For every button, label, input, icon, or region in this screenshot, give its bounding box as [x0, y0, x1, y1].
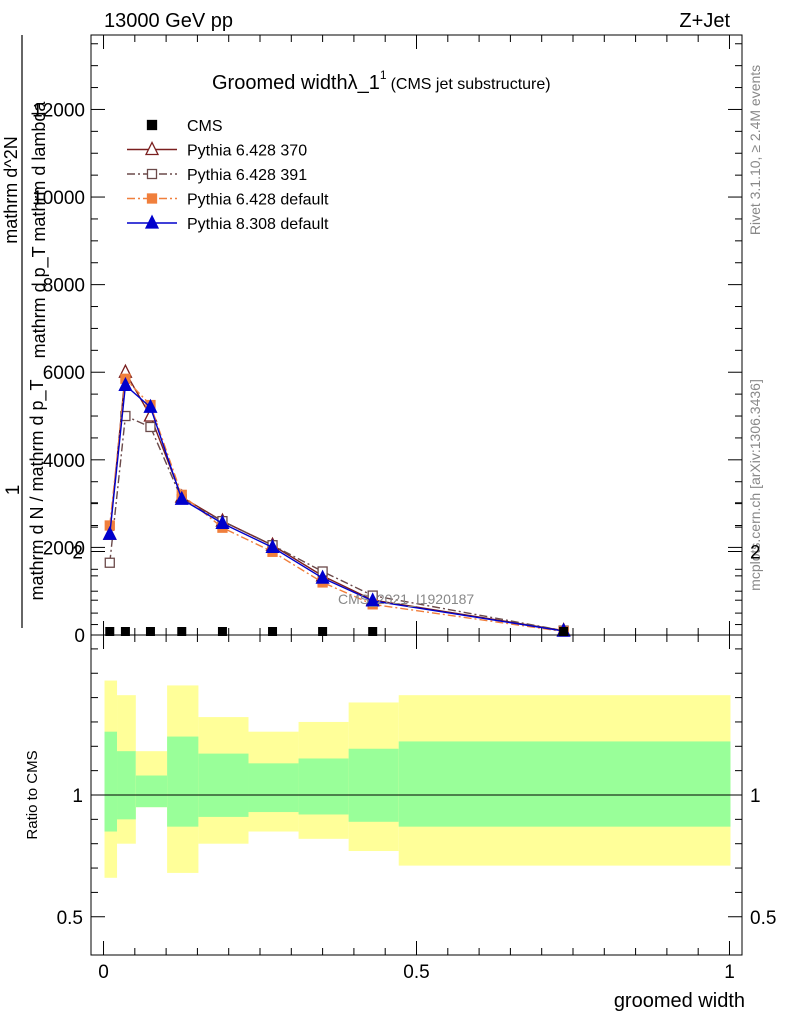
main-plot: 0 2000 4000 6000 8000 10000 12000: [32, 34, 743, 647]
rivet-label: Rivet 3.1.10, ≥ 2.4M events: [747, 65, 763, 235]
main-ylabel: 1 mathrm d N / mathrm d p_T mathrm d^2N …: [1, 35, 50, 628]
ratio-band-inner: [398, 741, 731, 827]
data-point-marker: [104, 557, 115, 568]
y-tick-label: 0: [74, 626, 85, 647]
ratio-y-tick-label: 1: [750, 786, 761, 807]
ylabel-numerator-top: mathrm d^2N: [1, 136, 21, 243]
x-tick-label: 1: [724, 962, 735, 983]
legend-label: Pythia 6.428 default: [187, 192, 329, 209]
ratio-band-inner: [167, 736, 199, 827]
x-tick-label: 0: [98, 962, 109, 983]
ratio-band-inner: [348, 748, 399, 822]
main-plot-ticks: 0 2000 4000 6000 8000 10000 12000: [32, 35, 742, 647]
x-tick-label: 0.5: [403, 962, 429, 983]
x-tick-labels: 0 0.5 1: [98, 962, 735, 983]
cms-data-point: [105, 627, 115, 636]
data-point-marker: [144, 141, 160, 156]
data-point-marker: [146, 193, 158, 204]
y-tick-label: 12000: [32, 100, 85, 121]
data-point-marker: [146, 119, 158, 131]
cms-data-point: [177, 627, 187, 636]
legend-item: Pythia 6.428 391: [127, 167, 307, 184]
data-point-marker: [315, 569, 330, 584]
legend-label: CMS: [187, 118, 223, 135]
ratio-plot-ticks: 0.5 0.5 1 1 2 2: [57, 502, 776, 955]
ratio-ylabel: Ratio to CMS: [24, 750, 41, 839]
data-point-marker: [118, 376, 133, 392]
y-tick-label: 10000: [32, 188, 85, 209]
cms-data-point: [559, 627, 569, 636]
legend-label: Pythia 6.428 370: [187, 143, 307, 160]
legend: CMS Pythia 6.428 370 Pythia 6.428 391 Pythi…: [127, 118, 329, 233]
plot-title-sup: 1: [380, 68, 387, 82]
ratio-y-tick-label: 2: [750, 543, 761, 564]
ylabel-one: 1: [3, 485, 24, 496]
ratio-y-tick-label: 0.5: [57, 908, 83, 929]
ratio-y-tick-label: 0.5: [750, 908, 776, 929]
data-point-marker: [265, 538, 280, 554]
legend-item: Pythia 8.308 default: [127, 214, 329, 233]
legend-item: Pythia 6.428 default: [127, 192, 329, 209]
data-point-marker: [144, 214, 160, 229]
data-point-marker: [143, 398, 158, 413]
y-tick-label: 8000: [43, 276, 85, 297]
plot-title-text: Groomed width: [212, 72, 348, 94]
legend-label: Pythia 8.308 default: [187, 216, 329, 233]
ratio-bands: [104, 680, 731, 878]
plot-title-lambda: λ_1: [348, 72, 380, 94]
cms-data-point: [268, 627, 278, 636]
series-line: [109, 414, 564, 632]
ratio-band-inner: [248, 763, 299, 813]
y-tick-label: 4000: [43, 451, 85, 472]
main-plot-series: [102, 363, 571, 637]
ratio-y-tick-label: 2: [72, 543, 83, 564]
ratio-band-inner: [298, 758, 349, 815]
header-left-label: 13000 GeV pp: [104, 10, 233, 32]
header-right-label: Z+Jet: [679, 10, 730, 32]
ylabel-denominator: mathrm d N / mathrm d p_T: [27, 379, 48, 600]
legend-item: Pythia 6.428 370: [127, 141, 307, 160]
ratio-band-inner: [198, 753, 249, 817]
cms-data-point: [318, 627, 328, 636]
legend-label: Pythia 6.428 391: [187, 167, 307, 184]
cms-data-point: [145, 627, 155, 636]
data-point-marker: [174, 490, 189, 505]
ratio-band-inner: [117, 751, 136, 820]
data-point-marker: [102, 525, 117, 540]
ratio-band-inner: [135, 775, 168, 808]
cms-data-point: [120, 627, 130, 636]
ylabel-numerator-bottom: mathrm d p_T mathrm d lambda: [29, 101, 50, 359]
series-line: [109, 383, 564, 632]
plot-title-suffix: (CMS jet substructure): [391, 76, 551, 93]
data-point-marker: [146, 168, 158, 180]
data-point-marker: [120, 410, 131, 422]
data-point-marker: [145, 421, 156, 433]
data-point-marker: [215, 514, 230, 529]
y-tick-label: 2000: [43, 538, 85, 559]
analysis-watermark: CMS_2021_I1920187: [338, 591, 474, 607]
ratio-y-tick-label: 1: [72, 786, 83, 807]
mcplots-label: mcplots.cern.ch [arXiv:1306.3436]: [747, 379, 763, 591]
data-point-marker: [365, 592, 380, 607]
y-tick-label: 6000: [43, 363, 85, 384]
legend-item: CMS: [146, 118, 223, 135]
series-line: [109, 377, 564, 633]
ratio-plot: 0.5 0.5 1 1 2 2: [57, 502, 776, 956]
x-axis-label: groomed width: [614, 990, 745, 1012]
ratio-band-inner: [104, 731, 118, 832]
cms-data-point: [368, 627, 378, 636]
cms-data-point: [217, 627, 227, 636]
plot-title: Groomed widthλ_11 (CMS jet substructure): [212, 68, 551, 94]
